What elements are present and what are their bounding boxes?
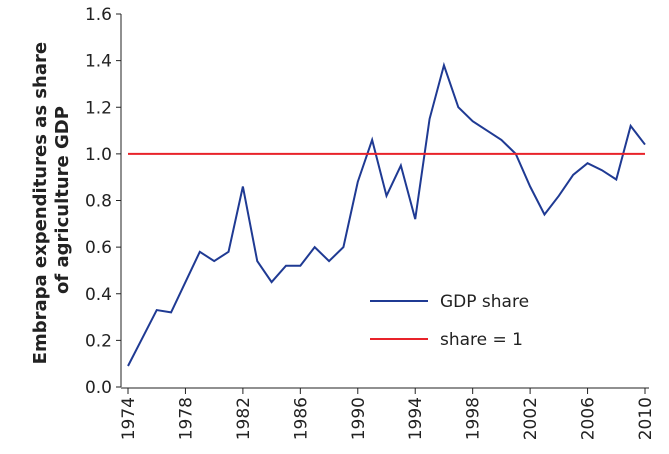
x-tick-label: 1990 [349,397,369,440]
y-tick-label: 0.6 [85,238,112,258]
legend-label: share = 1 [440,330,523,350]
y-tick-label: 0.4 [85,285,112,305]
x-tick-label: 1998 [464,397,484,440]
x-tick-label: 2002 [521,397,541,440]
y-tick-label: 1.0 [85,145,112,165]
y-axis-title-line: Embrapa expenditures as share [30,42,51,364]
y-axis-title: Embrapa expenditures as share of agricul… [30,36,73,365]
y-tick-label: 0.0 [85,378,112,398]
x-tick-label: 1986 [291,397,311,440]
y-tick-label: 1.6 [85,5,112,25]
y-tick-label: 1.2 [85,98,112,118]
x-tick-label: 2006 [579,397,599,440]
y-tick-label: 1.4 [85,52,112,72]
x-tick-label: 1978 [176,397,196,440]
legend-label: GDP share [440,292,529,312]
x-tick-label: 1982 [234,397,254,440]
x-tick-label: 2010 [636,397,656,440]
x-tick-label: 1994 [406,397,426,440]
y-axis-title-line: of agriculture GDP [52,106,73,294]
x-tick-label: 1974 [119,397,139,440]
y-tick-label: 0.8 [85,192,112,212]
data-line [127,61,646,367]
y-tick-label: 0.2 [85,331,112,351]
